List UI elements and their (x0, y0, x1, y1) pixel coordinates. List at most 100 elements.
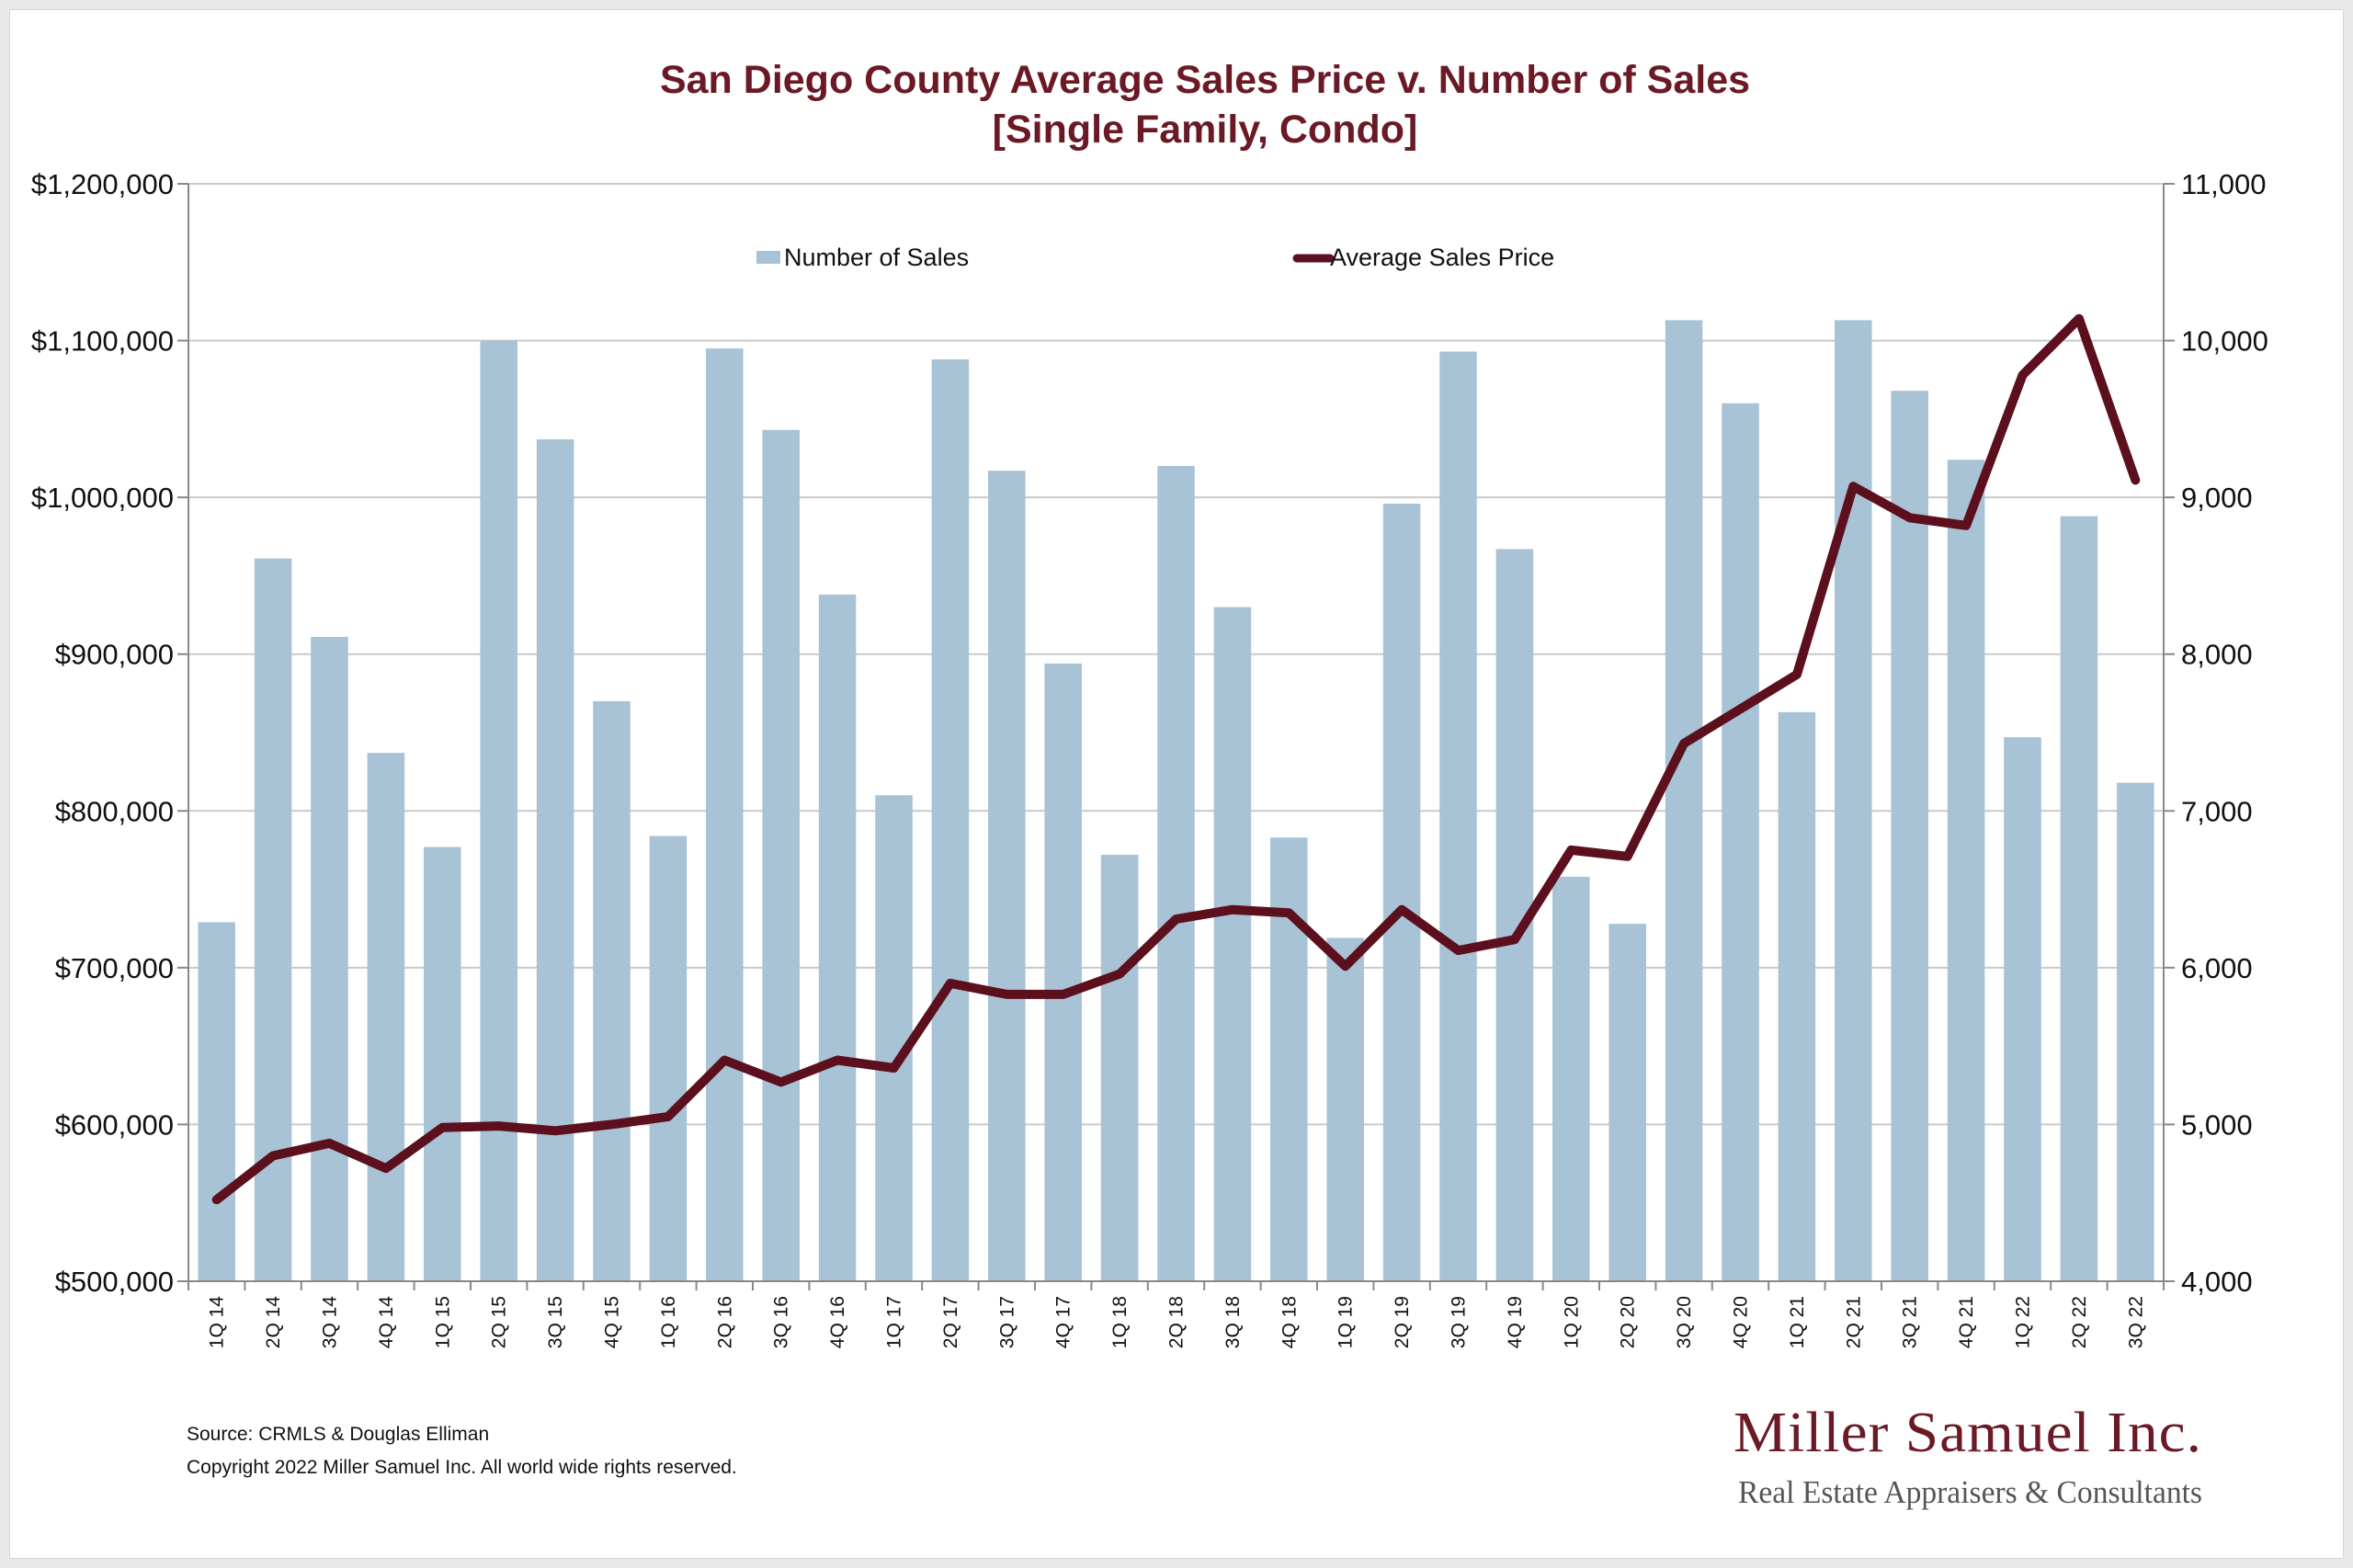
bar-number-of-sales (875, 795, 913, 1281)
bar-number-of-sales (1439, 351, 1477, 1281)
bar-number-of-sales (367, 753, 405, 1281)
bar-number-of-sales (2117, 782, 2154, 1281)
x-tick-label: 2Q 21 (1843, 1296, 1864, 1348)
legend-swatch-bars (756, 251, 780, 264)
copyright-note: Copyright 2022 Miller Samuel Inc. All wo… (187, 1457, 737, 1478)
bar-number-of-sales (198, 922, 235, 1281)
bar-number-of-sales (2004, 737, 2041, 1281)
bar-number-of-sales (1552, 876, 1590, 1281)
x-tick-label: 4Q 18 (1279, 1296, 1300, 1348)
bar-number-of-sales (424, 846, 461, 1281)
bar-number-of-sales (1157, 466, 1195, 1281)
x-tick-label: 1Q 19 (1336, 1296, 1357, 1348)
x-tick-label: 3Q 14 (320, 1296, 341, 1349)
brand-logo: Miller Samuel Inc. Real Estate Appraiser… (1733, 1402, 2202, 1510)
x-tick-label: 4Q 14 (376, 1296, 397, 1349)
y-right-tick-label: 11,000 (2181, 168, 2267, 200)
bar-number-of-sales (254, 558, 292, 1281)
bar-number-of-sales (818, 594, 857, 1281)
y-right-tick-label: 9,000 (2181, 482, 2253, 514)
legend: Number of Sales Average Sales Price (756, 244, 1554, 271)
bar-number-of-sales (1270, 837, 1308, 1281)
x-tick-label: 3Q 15 (545, 1296, 566, 1348)
bar-number-of-sales (1778, 711, 1816, 1281)
bar-number-of-sales (1382, 503, 1421, 1281)
bar-number-of-sales (1947, 460, 1985, 1282)
x-tick-label: 4Q 16 (827, 1296, 848, 1348)
x-tick-label: 4Q 15 (602, 1296, 623, 1348)
line-series (211, 313, 2141, 1205)
bar-number-of-sales (1665, 320, 1703, 1281)
bar-number-of-sales (1835, 320, 1872, 1281)
x-tick-label: 2Q 20 (1618, 1296, 1639, 1348)
bar-number-of-sales (762, 429, 800, 1282)
bar-number-of-sales (480, 340, 517, 1282)
bar-number-of-sales (311, 636, 348, 1281)
x-tick-label: 4Q 19 (1505, 1296, 1526, 1348)
legend-label-line: Average Sales Price (1330, 244, 1554, 271)
x-tick-label: 2Q 17 (940, 1296, 961, 1348)
y-left-tick-label: $1,000,000 (31, 482, 174, 514)
x-tick-label: 3Q 20 (1674, 1296, 1695, 1348)
y-left-tick-label: $1,200,000 (31, 168, 174, 200)
y-right-tick-label: 4,000 (2181, 1266, 2253, 1298)
x-tick-label: 3Q 18 (1222, 1296, 1244, 1348)
y-left-tick-label: $900,000 (55, 639, 174, 671)
x-tick-label: 3Q 17 (996, 1296, 1017, 1348)
brand-name: Miller Samuel Inc. (1733, 1402, 2202, 1464)
x-tick-label: 2Q 22 (2069, 1296, 2090, 1348)
y-right-tick-label: 5,000 (2181, 1108, 2253, 1141)
x-tick-label: 2Q 16 (714, 1296, 735, 1348)
y-left-tick-label: $800,000 (55, 795, 174, 827)
x-tick-label: 3Q 22 (2125, 1296, 2146, 1348)
y-left-tick-label: $600,000 (55, 1108, 174, 1141)
axes (177, 183, 2175, 1290)
y-right-tick-label: 7,000 (2181, 795, 2253, 827)
x-tick-label: 1Q 18 (1109, 1296, 1131, 1348)
bar-number-of-sales (988, 471, 1026, 1281)
x-tick-label: 2Q 18 (1166, 1296, 1188, 1348)
bar-number-of-sales (2060, 516, 2098, 1281)
tick-labels: $500,000 $600,000 $700,000 $800,000 $900,000… (31, 168, 2268, 1348)
x-tick-label: 1Q 14 (207, 1296, 228, 1349)
bar-number-of-sales (1213, 607, 1252, 1281)
bar-series (198, 320, 2154, 1282)
x-tick-label: 1Q 20 (1561, 1296, 1582, 1348)
bar-number-of-sales (1608, 924, 1646, 1281)
x-tick-label: 3Q 19 (1449, 1296, 1470, 1348)
x-tick-label: 2Q 15 (489, 1296, 510, 1348)
y-left-tick-label: $1,100,000 (31, 325, 174, 358)
bar-number-of-sales (593, 700, 631, 1281)
x-tick-label: 1Q 17 (884, 1296, 905, 1348)
legend-label-bars: Number of Sales (784, 244, 969, 271)
x-tick-label: 3Q 21 (1900, 1296, 1921, 1348)
source-note: Source: CRMLS & Douglas Elliman (187, 1424, 489, 1445)
bar-number-of-sales (1722, 403, 1759, 1281)
x-tick-label: 1Q 16 (658, 1296, 679, 1348)
bar-number-of-sales (1100, 855, 1139, 1281)
bar-number-of-sales (649, 835, 688, 1281)
y-right-tick-label: 6,000 (2181, 952, 2253, 984)
y-left-tick-label: $700,000 (55, 952, 174, 984)
x-tick-label: 2Q 14 (263, 1296, 284, 1349)
brand-tagline: Real Estate Appraisers & Consultants (1738, 1474, 2202, 1510)
x-tick-label: 1Q 21 (1787, 1296, 1808, 1348)
y-right-tick-label: 8,000 (2181, 639, 2253, 671)
x-tick-label: 3Q 16 (771, 1296, 792, 1348)
bar-number-of-sales (536, 439, 574, 1281)
chart-frame: San Diego County Average Sales Price v. … (9, 9, 2344, 1559)
bar-number-of-sales (1891, 391, 1928, 1281)
chart-title: San Diego County Average Sales Price v. … (660, 58, 1750, 102)
y-left-tick-label: $500,000 (55, 1266, 174, 1298)
bar-number-of-sales (706, 348, 744, 1282)
x-tick-label: 4Q 17 (1053, 1296, 1074, 1348)
x-tick-label: 1Q 22 (2013, 1296, 2034, 1348)
line-average-sales-price (211, 313, 2141, 1205)
chart-subtitle: [Single Family, Condo] (993, 108, 1418, 152)
x-tick-label: 1Q 15 (432, 1296, 453, 1348)
bar-number-of-sales (1326, 937, 1364, 1281)
x-tick-label: 2Q 19 (1392, 1296, 1413, 1348)
x-tick-label: 4Q 20 (1731, 1296, 1752, 1348)
bar-number-of-sales (931, 359, 970, 1281)
x-tick-label: 4Q 21 (1956, 1296, 1977, 1348)
